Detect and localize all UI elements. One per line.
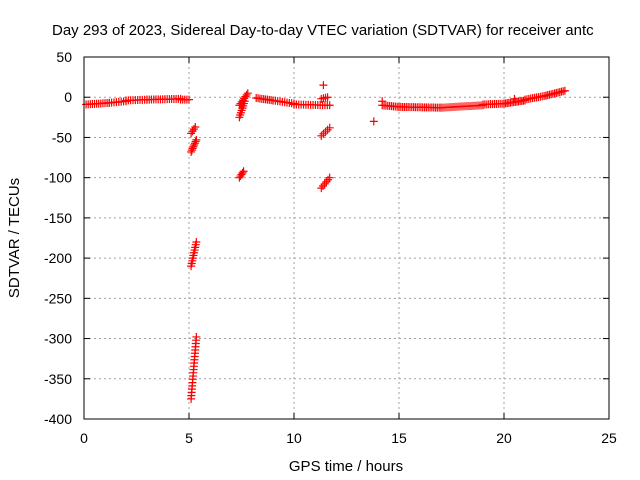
data-point	[192, 332, 201, 341]
data-point	[325, 173, 334, 182]
data-point	[239, 167, 248, 176]
data-point	[242, 90, 251, 99]
y-tick-label: -400	[44, 411, 72, 427]
data-point	[238, 168, 247, 177]
data-point	[319, 129, 328, 138]
y-tick-label: 0	[64, 89, 72, 105]
y-axis-label: SDTVAR / TECUs	[6, 178, 23, 298]
x-tick-label: 10	[286, 430, 302, 446]
data-point	[190, 141, 199, 150]
x-tick-label: 25	[601, 430, 617, 446]
data-point	[185, 95, 193, 104]
y-tick-label: -50	[52, 129, 72, 145]
y-tick-label: -250	[44, 290, 72, 306]
x-tick-label: 5	[185, 430, 193, 446]
data-point	[378, 97, 387, 106]
x-tick-label: 15	[391, 430, 407, 446]
y-tick-label: -100	[44, 170, 72, 186]
data-point	[187, 146, 196, 155]
x-tick-label: 20	[496, 430, 512, 446]
data-point	[189, 142, 198, 151]
chart-title: Day 293 of 2023, Sidereal Day-to-day VTE…	[52, 22, 594, 39]
y-tick-label: 50	[56, 49, 72, 65]
y-tick-label: -150	[44, 210, 72, 226]
ticks-layer: 50 0 -50 -100 -150 -200 -250 -300 -350 -400 0 5 10 15…	[44, 49, 617, 446]
data-point	[188, 144, 197, 153]
data-point	[325, 123, 334, 132]
x-axis-label: GPS time / hours	[289, 458, 403, 475]
y-tick-label: -300	[44, 331, 72, 347]
plot-frame	[83, 56, 610, 420]
points-layer	[82, 81, 569, 403]
data-point	[369, 117, 378, 126]
data-point	[325, 101, 334, 110]
data-point	[323, 125, 332, 134]
data-point	[191, 122, 200, 131]
grid-layer	[84, 57, 609, 419]
data-point	[192, 238, 201, 247]
data-point	[190, 139, 199, 148]
data-point	[187, 147, 196, 156]
data-point	[510, 94, 519, 103]
data-point	[317, 131, 326, 140]
data-point	[319, 81, 328, 90]
data-point	[192, 135, 201, 144]
x-tick-label: 0	[80, 430, 88, 446]
data-point	[191, 137, 200, 146]
data-point	[560, 86, 569, 95]
data-point	[243, 89, 252, 98]
data-point	[321, 127, 330, 136]
y-tick-label: -200	[44, 250, 72, 266]
y-tick-label: -350	[44, 371, 72, 387]
data-point	[323, 93, 332, 102]
